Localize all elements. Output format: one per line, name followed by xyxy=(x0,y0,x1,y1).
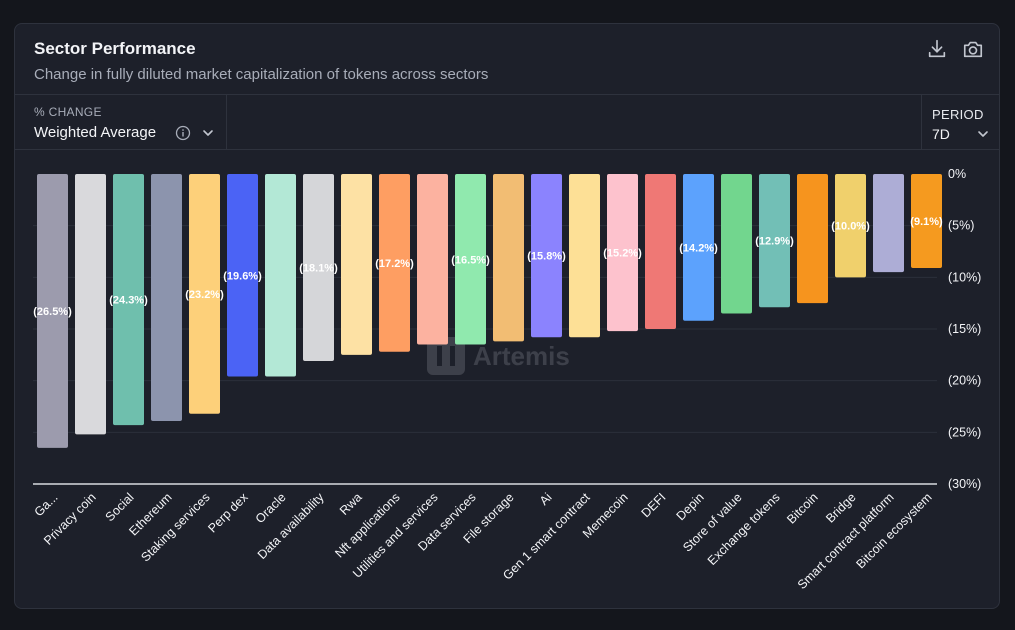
bar[interactable] xyxy=(417,174,448,345)
x-category-label: Perp dex xyxy=(205,490,251,536)
controls-divider xyxy=(15,149,999,150)
bar[interactable] xyxy=(721,174,752,314)
bar[interactable] xyxy=(455,174,486,345)
bar[interactable] xyxy=(911,174,942,269)
x-category-label: Bitcoin xyxy=(784,490,820,526)
info-icon[interactable] xyxy=(175,125,191,141)
y-tick-label: (30%) xyxy=(948,477,981,491)
bar-data-label: (19.6%) xyxy=(223,270,262,282)
bar[interactable] xyxy=(75,174,106,435)
header-divider xyxy=(15,94,999,95)
x-category-label: Social xyxy=(103,490,137,524)
chevron-down-icon[interactable] xyxy=(977,128,989,140)
camera-icon[interactable] xyxy=(962,38,984,60)
chart-title: Sector Performance xyxy=(34,39,196,58)
x-category-label: Data availability xyxy=(255,490,327,562)
period-label: PERIOD xyxy=(932,107,984,122)
x-category-label: Bridge xyxy=(823,490,858,525)
metric-label: % CHANGE xyxy=(34,105,102,119)
x-category-label: Staking services xyxy=(138,490,212,564)
bar[interactable] xyxy=(113,174,144,426)
bar[interactable] xyxy=(759,174,790,308)
x-category-label: Ga... xyxy=(32,490,61,519)
bar[interactable] xyxy=(303,174,334,362)
bar[interactable] xyxy=(189,174,220,414)
bar[interactable] xyxy=(379,174,410,352)
bar[interactable] xyxy=(37,174,68,448)
bar[interactable] xyxy=(683,174,714,321)
bar[interactable] xyxy=(265,174,296,377)
x-category-label: Depin xyxy=(674,490,707,523)
bar-data-label: (24.3%) xyxy=(109,295,148,307)
bar[interactable] xyxy=(341,174,372,355)
x-category-label: DEFI xyxy=(639,490,669,520)
y-tick-label: (15%) xyxy=(948,322,981,336)
bar-data-label: (18.1%) xyxy=(299,263,338,275)
x-category-label: Rwa xyxy=(337,490,365,518)
y-tick-label: (5%) xyxy=(948,219,974,233)
bar-data-label: (26.5%) xyxy=(33,306,72,318)
bar-data-label: (15.8%) xyxy=(527,251,566,263)
x-category-label: Oracle xyxy=(253,490,289,526)
bar-data-label: (15.2%) xyxy=(603,248,642,260)
y-tick-label: (20%) xyxy=(948,374,981,388)
x-category-label: Exchange tokens xyxy=(705,490,783,568)
bar[interactable] xyxy=(645,174,676,329)
bar[interactable] xyxy=(873,174,904,273)
bar[interactable] xyxy=(797,174,828,304)
bar-data-label: (16.5%) xyxy=(451,254,490,266)
download-icon[interactable] xyxy=(926,38,948,60)
sector-performance-card: Sector Performance Change in fully dilut… xyxy=(14,23,1000,609)
period-value[interactable]: 7D xyxy=(932,126,950,142)
y-tick-label: 0% xyxy=(948,167,966,181)
bar[interactable] xyxy=(531,174,562,338)
bar-data-label: (14.2%) xyxy=(679,242,718,254)
bar-data-label: (9.1%) xyxy=(910,216,943,228)
chevron-down-icon[interactable] xyxy=(202,127,214,139)
bar[interactable] xyxy=(607,174,638,332)
controls-separator xyxy=(921,94,922,149)
x-category-label: Ai xyxy=(537,490,555,508)
bar-data-label: (23.2%) xyxy=(185,289,224,301)
bar[interactable] xyxy=(151,174,182,421)
metric-value[interactable]: Weighted Average xyxy=(34,124,157,141)
y-tick-label: (25%) xyxy=(948,425,981,439)
bar-data-label: (17.2%) xyxy=(375,258,414,270)
sector-bar-chart: 0% (5%) (10%) (15%) (20%) (25%) (30%) (26.5%) (2… xyxy=(32,167,982,592)
y-tick-label: (10%) xyxy=(948,270,981,284)
bar[interactable] xyxy=(835,174,866,278)
controls-separator xyxy=(226,94,227,149)
bar-data-label: (10.0%) xyxy=(831,221,870,233)
bar-data-label: (12.9%) xyxy=(755,236,794,248)
chart-subtitle: Change in fully diluted market capitaliz… xyxy=(34,66,489,83)
bar[interactable] xyxy=(569,174,600,338)
bar[interactable] xyxy=(227,174,258,377)
bar[interactable] xyxy=(493,174,524,342)
